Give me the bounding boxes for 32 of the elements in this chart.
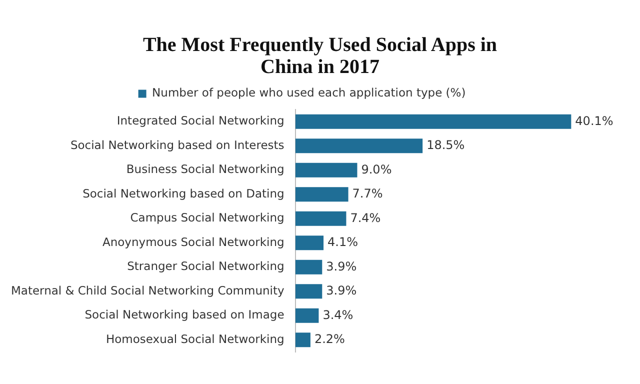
bar <box>295 332 310 348</box>
legend-label: Number of people who used each application type (%) <box>152 86 466 100</box>
y-tick-label: Integrated Social Networking <box>116 114 284 128</box>
bar <box>295 236 324 250</box>
y-tick-label: Social Networking based on Image <box>84 308 284 322</box>
y-tick-label: Maternal & Child Social Networking Community <box>10 283 284 298</box>
y-tick-label: Business Social Networking <box>126 162 284 176</box>
bar <box>295 114 572 129</box>
bar <box>295 162 358 178</box>
chart-title: The Most Frequently Used Social Apps in China in 2017 <box>142 34 498 78</box>
data-label: 18.5% <box>426 138 465 152</box>
bar <box>295 211 346 226</box>
data-label: 2.2% <box>314 332 345 346</box>
data-label: 9.0% <box>361 162 392 176</box>
bar <box>295 308 319 323</box>
y-tick-label: Stranger Social Networking <box>127 259 284 274</box>
y-tick-label: Anoynymous Social Networking <box>102 234 284 249</box>
y-tick-label: Homosexual Social Networking <box>106 332 284 346</box>
bar <box>295 284 322 299</box>
bar <box>295 187 348 202</box>
bar <box>295 138 423 154</box>
y-tick-label: Campus Social Networking <box>130 210 284 225</box>
data-label: 3.4% <box>322 308 354 322</box>
data-label: 3.9% <box>326 284 357 298</box>
data-label: 4.1% <box>328 235 358 249</box>
data-label: 40.1% <box>575 114 614 128</box>
y-tick-label: Social Networking based on Dating <box>82 186 284 200</box>
data-label: 7.4% <box>350 210 381 225</box>
data-label: 3.9% <box>326 259 357 274</box>
data-label: 7.7% <box>352 186 383 200</box>
bar <box>295 260 322 274</box>
y-tick-label: Social Networking based on Interests <box>70 138 284 152</box>
